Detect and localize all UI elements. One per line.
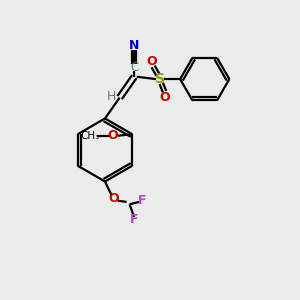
- Text: O: O: [160, 91, 170, 104]
- Text: O: O: [146, 55, 157, 68]
- Text: F: F: [130, 213, 138, 226]
- Text: O: O: [108, 129, 118, 142]
- Text: CH₃: CH₃: [81, 131, 100, 141]
- Text: N: N: [129, 39, 140, 52]
- Text: S: S: [155, 72, 165, 86]
- Text: H: H: [106, 90, 116, 103]
- Text: C: C: [130, 61, 138, 74]
- Text: F: F: [138, 194, 146, 207]
- Text: O: O: [109, 192, 119, 205]
